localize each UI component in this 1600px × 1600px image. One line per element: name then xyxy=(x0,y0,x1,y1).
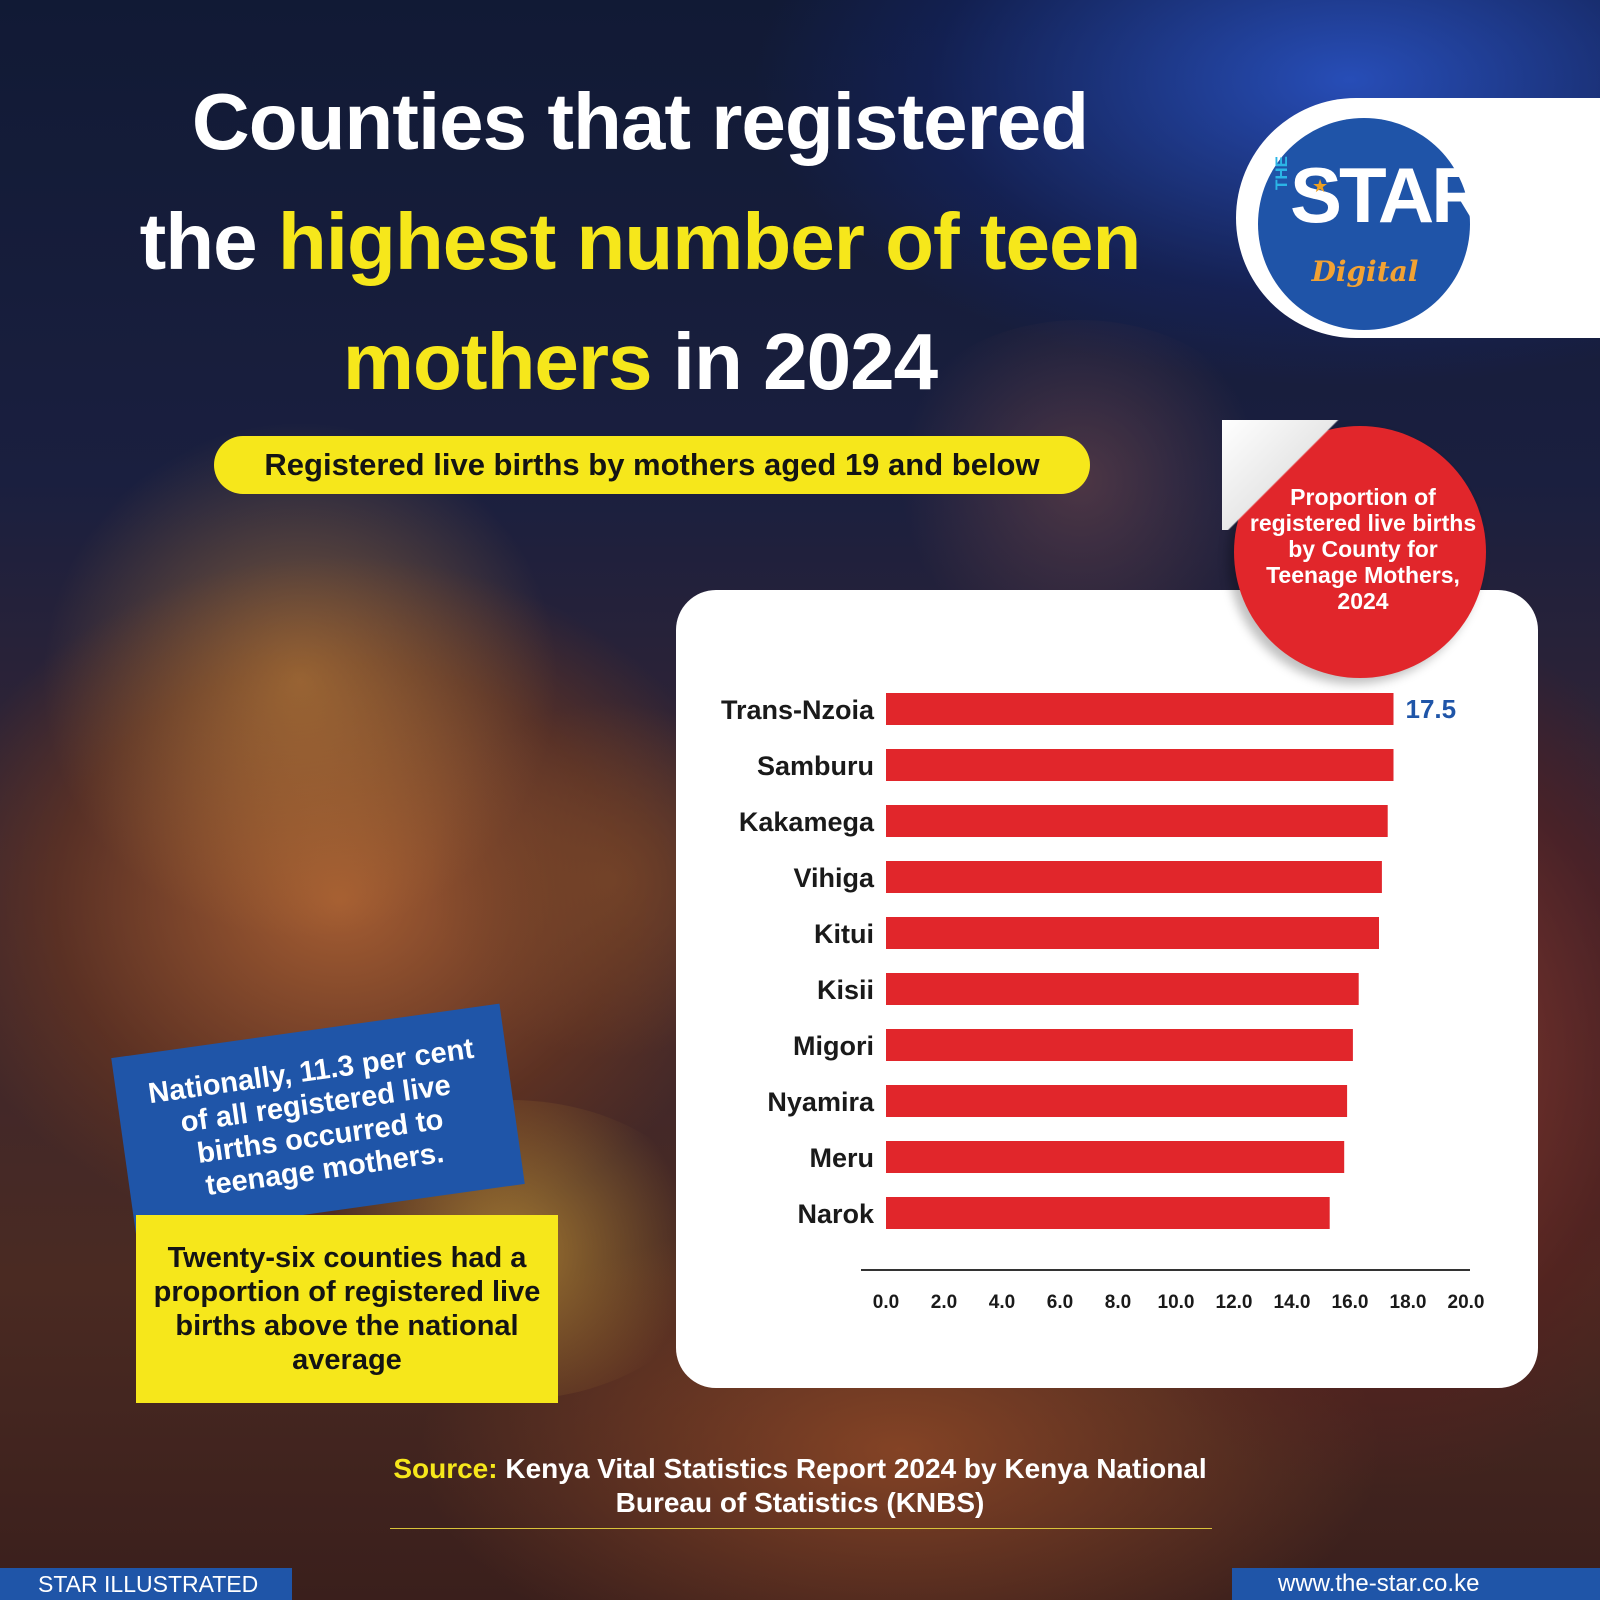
source-note: Source: Kenya Vital Statistics Report 20… xyxy=(370,1452,1230,1520)
x-tick-label: 18.0 xyxy=(1390,1292,1427,1313)
x-tick-label: 0.0 xyxy=(873,1292,899,1313)
category-label: Meru xyxy=(809,1143,874,1173)
x-tick-label: 2.0 xyxy=(931,1292,957,1313)
bar-kisii xyxy=(886,973,1359,1005)
category-label: Trans-Nzoia xyxy=(721,695,875,725)
category-label: Vihiga xyxy=(793,863,875,893)
data-label: 17.5 xyxy=(1406,694,1457,724)
bar-kakamega xyxy=(886,805,1388,837)
bar-meru xyxy=(886,1141,1345,1173)
source-label: Source: xyxy=(393,1453,498,1484)
national-average-text: Nationally, 11.3 per cent of all registe… xyxy=(146,1032,476,1203)
x-tick-label: 16.0 xyxy=(1332,1292,1369,1313)
logo-digital-text: Digital xyxy=(1311,255,1419,288)
category-label: Samburu xyxy=(757,751,874,781)
bar-kitui xyxy=(886,917,1379,949)
source-text: Kenya Vital Statistics Report 2024 by Ke… xyxy=(497,1453,1207,1518)
bar-vihiga xyxy=(886,861,1382,893)
chart-title-text: Proportion of registered live births by … xyxy=(1249,484,1477,614)
x-tick-label: 10.0 xyxy=(1158,1292,1195,1313)
x-tick-label: 4.0 xyxy=(989,1292,1015,1313)
star-icon: ★ xyxy=(1312,176,1329,196)
category-label: Kakamega xyxy=(739,807,875,837)
headline-line-2: the highest number of teen xyxy=(60,182,1220,302)
x-tick-label: 6.0 xyxy=(1047,1292,1073,1313)
x-tick-label: 8.0 xyxy=(1105,1292,1131,1313)
x-tick-label: 12.0 xyxy=(1216,1292,1253,1313)
bar-samburu xyxy=(886,749,1394,781)
subtitle-pill: Registered live births by mothers aged 1… xyxy=(214,436,1090,494)
logo-star-text: STAR xyxy=(1290,151,1488,239)
headline: Counties that registered the highest num… xyxy=(60,62,1220,422)
footer-website-link[interactable]: www.the-star.co.ke xyxy=(1232,1568,1600,1600)
category-label: Kisii xyxy=(817,975,874,1005)
x-tick-label: 14.0 xyxy=(1274,1292,1311,1313)
category-label: Migori xyxy=(793,1031,874,1061)
x-tick-label: 20.0 xyxy=(1448,1292,1485,1313)
logo-the-text: THE xyxy=(1272,156,1291,190)
headline-highlight-text: highest number of teen xyxy=(277,197,1141,286)
counties-callout: Twenty-six counties had a proportion of … xyxy=(136,1215,558,1403)
headline-white-text: in 2024 xyxy=(651,317,938,406)
category-label: Nyamira xyxy=(767,1087,875,1117)
bar-migori xyxy=(886,1029,1353,1061)
headline-highlight-text: mothers xyxy=(342,317,653,406)
headline-line-3: mothers in 2024 xyxy=(60,302,1220,422)
headline-white-text: the xyxy=(139,197,278,286)
footer-credit: STAR ILLUSTRATED xyxy=(0,1568,292,1600)
counties-callout-text: Twenty-six counties had a proportion of … xyxy=(153,1242,541,1376)
category-label: Narok xyxy=(797,1199,875,1229)
bar-trans-nzoia xyxy=(886,693,1394,725)
headline-line-1: Counties that registered xyxy=(191,77,1089,166)
category-label: Kitui xyxy=(814,919,874,949)
bar-nyamira xyxy=(886,1085,1348,1117)
source-divider xyxy=(390,1528,1212,1529)
star-digital-logo xyxy=(1258,118,1470,330)
bar-narok xyxy=(886,1197,1330,1229)
bar-chart: Trans-Nzoia 17.5 Samburu Kakamega Vihiga Kitu… xyxy=(721,693,1485,1313)
badge-page-curl xyxy=(1222,420,1342,530)
subtitle-text: Registered live births by mothers aged 1… xyxy=(264,447,1040,482)
